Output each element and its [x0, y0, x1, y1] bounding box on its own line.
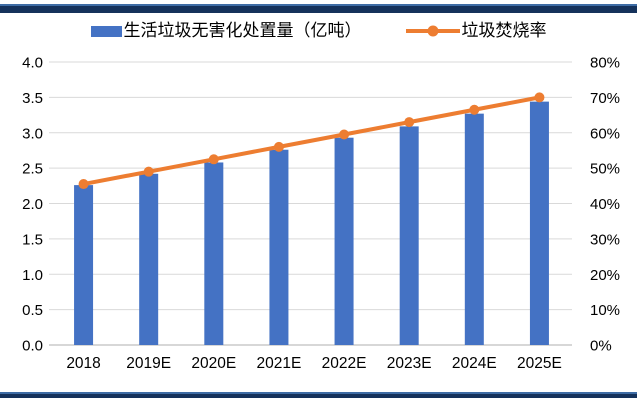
- y-tick-label-right: 20%: [590, 267, 620, 284]
- y-tick-label-right: 10%: [590, 302, 620, 319]
- y-tick-label-left: 1.0: [22, 267, 43, 284]
- legend-label-line-series: 垃圾焚烧率: [461, 21, 547, 40]
- x-tick-label-2021E: 2021E: [257, 355, 302, 372]
- x-tick-label-2020E: 2020E: [191, 355, 236, 372]
- bottom-divider-rule: [0, 392, 637, 398]
- bar-series-swatch-icon: [90, 25, 122, 37]
- y-tick-label-right: 50%: [590, 161, 620, 178]
- bar-2018: [74, 185, 94, 345]
- y-tick-label-left: 4.0: [22, 55, 43, 72]
- line-point-2025E: [534, 92, 545, 103]
- bar-2020E: [204, 162, 224, 345]
- bar-2023E: [399, 126, 419, 345]
- y-tick-label-left: 2.0: [22, 196, 43, 213]
- top-divider-rule: [0, 4, 637, 13]
- bar-2021E: [269, 149, 289, 345]
- line-point-2019E: [143, 166, 154, 177]
- y-tick-label-left: 0.0: [22, 338, 43, 355]
- bar-2024E: [464, 113, 484, 346]
- y-tick-label-left: 2.5: [22, 161, 43, 178]
- bar-2022E: [334, 137, 354, 345]
- y-tick-label-left: 3.5: [22, 90, 43, 107]
- incineration-rate-line: [81, 95, 542, 187]
- y-tick-label-right: 40%: [590, 196, 620, 213]
- x-tick-label-2024E: 2024E: [452, 355, 497, 372]
- legend-item-bar-series: 生活垃圾无害化处置量（亿吨）: [90, 21, 362, 41]
- y-tick-label-left: 3.0: [22, 125, 43, 142]
- y-tick-label-right: 30%: [590, 231, 620, 248]
- x-tick-label-2022E: 2022E: [322, 355, 367, 372]
- x-tick-label-2019E: 2019E: [126, 355, 171, 372]
- x-tick-label-2025E: 2025E: [517, 355, 562, 372]
- line-point-2018: [78, 179, 89, 190]
- legend-item-line-series: 垃圾焚烧率: [405, 21, 547, 41]
- line-point-2022E: [339, 129, 350, 140]
- x-tick-label-2023E: 2023E: [387, 355, 432, 372]
- y-tick-label-left: 1.5: [22, 231, 43, 248]
- bar-2019E: [139, 173, 159, 345]
- y-tick-label-right: 0%: [590, 338, 612, 355]
- bar-2025E: [529, 101, 549, 346]
- line-series-dot-icon: [427, 25, 438, 37]
- line-point-2024E: [469, 104, 480, 115]
- x-tick-label-2018: 2018: [66, 355, 100, 372]
- line-point-2023E: [404, 117, 415, 128]
- chart-legend: 生活垃圾无害化处置量（亿吨） 垃圾焚烧率: [0, 21, 637, 41]
- line-series-swatch-icon: [405, 25, 460, 37]
- y-tick-label-right: 70%: [590, 90, 620, 107]
- line-point-2021E: [273, 141, 284, 152]
- y-tick-label-right: 80%: [590, 55, 620, 72]
- line-point-2020E: [208, 154, 219, 165]
- y-tick-label-left: 0.5: [22, 302, 43, 319]
- y-tick-label-right: 60%: [590, 125, 620, 142]
- legend-label-bar-series: 生活垃圾无害化处置量（亿吨）: [123, 21, 362, 40]
